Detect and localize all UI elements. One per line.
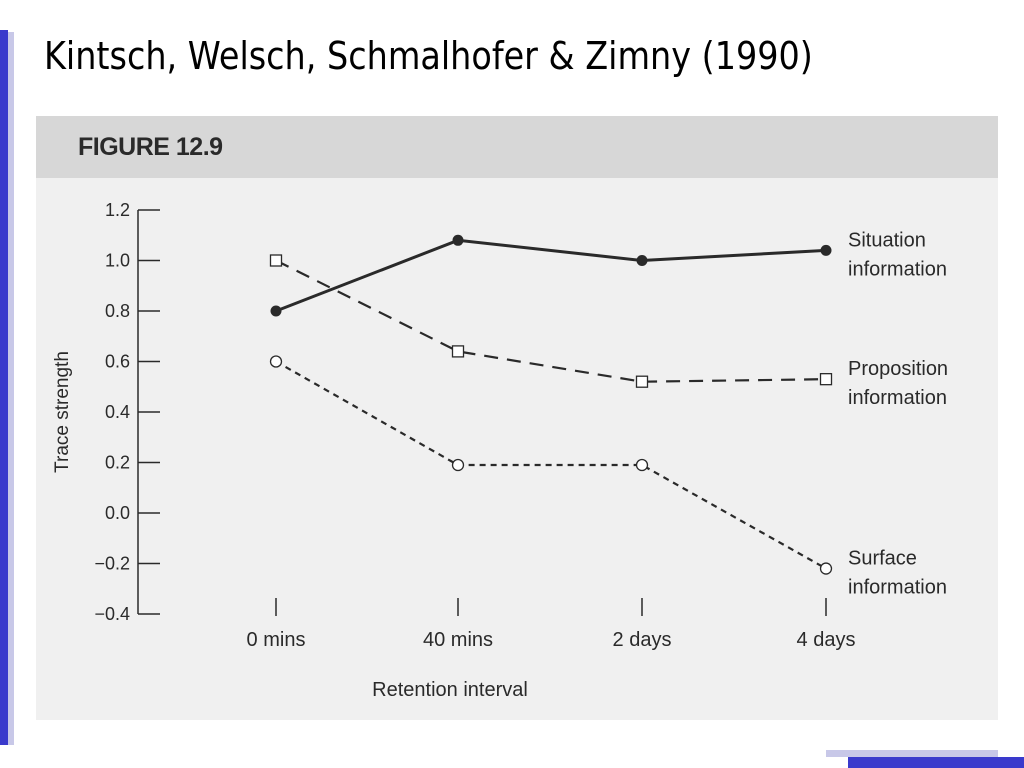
figure-panel: FIGURE 12.9 1.2 1.0 0.8 0.6 0.4 0.2 0.0 −0.2 −0.…: [36, 116, 998, 720]
series-line: [275, 259, 827, 383]
x-axis-label: Retention interval: [372, 679, 528, 701]
figure-header: FIGURE 12.9: [36, 116, 998, 178]
series-label: information: [848, 577, 947, 599]
x-tick-label: 4 days: [797, 629, 856, 651]
series-point: [269, 254, 283, 267]
series-point: [270, 305, 282, 317]
y-tick-label: 0.4: [105, 402, 130, 422]
series-label: Proposition: [848, 358, 948, 380]
series-label: Situation: [848, 229, 926, 251]
series-line: [275, 238, 827, 313]
series-label: information: [848, 258, 947, 280]
y-tick-label: −0.4: [94, 604, 130, 624]
y-tick-label: −0.2: [94, 554, 130, 574]
series-point: [819, 562, 833, 575]
series-point: [820, 244, 832, 256]
y-tick-label: 0.6: [105, 352, 130, 372]
series-point: [452, 234, 464, 246]
x-tick-label: 0 mins: [247, 629, 306, 651]
series-label: Surface: [848, 548, 917, 570]
series-line: [275, 360, 827, 570]
slide-title: Kintsch, Welsch, Schmalhofer & Zimny (19…: [44, 34, 813, 78]
y-tick-label: 0.2: [105, 453, 130, 473]
line-chart: 1.2 1.0 0.8 0.6 0.4 0.2 0.0 −0.2 −0.4 Trace stren…: [52, 200, 948, 701]
slide-left-accent-bar: [0, 30, 8, 745]
y-tick-label: 0.0: [105, 503, 130, 523]
x-tick-label: 2 days: [613, 629, 672, 651]
series-point: [269, 355, 283, 368]
series-point: [636, 255, 648, 266]
x-tick-label: 40 mins: [423, 629, 493, 651]
series-point: [451, 458, 465, 472]
y-tick-label: 0.8: [105, 301, 130, 321]
figure-label: FIGURE 12.9: [78, 133, 223, 161]
series-label: information: [848, 387, 947, 409]
series-point: [451, 345, 465, 358]
slide-left-accent-shadow: [8, 32, 14, 745]
slide-bottom-accent-shadow: [826, 750, 998, 757]
y-tick-label: 1.2: [105, 200, 130, 220]
y-axis-label: Trace strength: [52, 351, 73, 473]
series-point: [819, 373, 833, 386]
slide-bottom-accent-bar: [848, 757, 1024, 768]
y-tick-label: 1.0: [105, 251, 130, 271]
series-point: [635, 458, 649, 472]
series-point: [635, 375, 649, 388]
